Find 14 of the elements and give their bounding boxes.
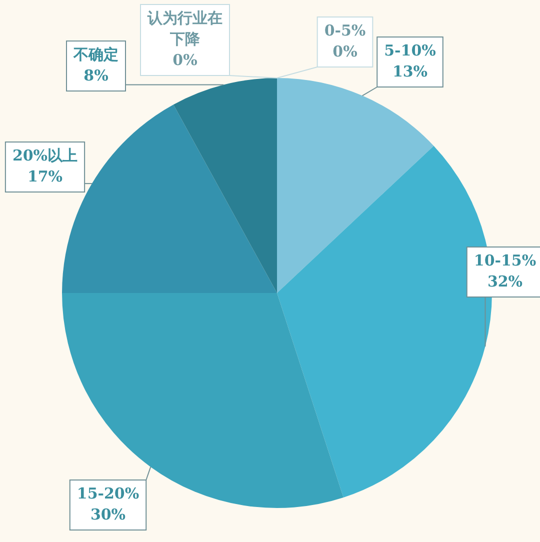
slice-label: 20%以上 xyxy=(12,146,78,164)
data-label: 8% xyxy=(84,66,108,84)
text: 0% xyxy=(332,42,358,60)
slice-label: 5-10% xyxy=(384,41,436,60)
slice-label: 不确定 xyxy=(72,45,118,64)
category-label: 0-5% xyxy=(324,21,366,40)
data-label: 30% xyxy=(90,505,126,524)
data-label: 32% xyxy=(487,272,523,290)
data-label: 13% xyxy=(392,62,428,80)
category-label: 认为行业在下降 xyxy=(148,8,222,48)
data-label: 17% xyxy=(27,167,63,186)
slice-label: 10-15% xyxy=(474,251,536,270)
slice-label: 15-20% xyxy=(76,484,140,502)
text: 0% xyxy=(172,50,198,69)
